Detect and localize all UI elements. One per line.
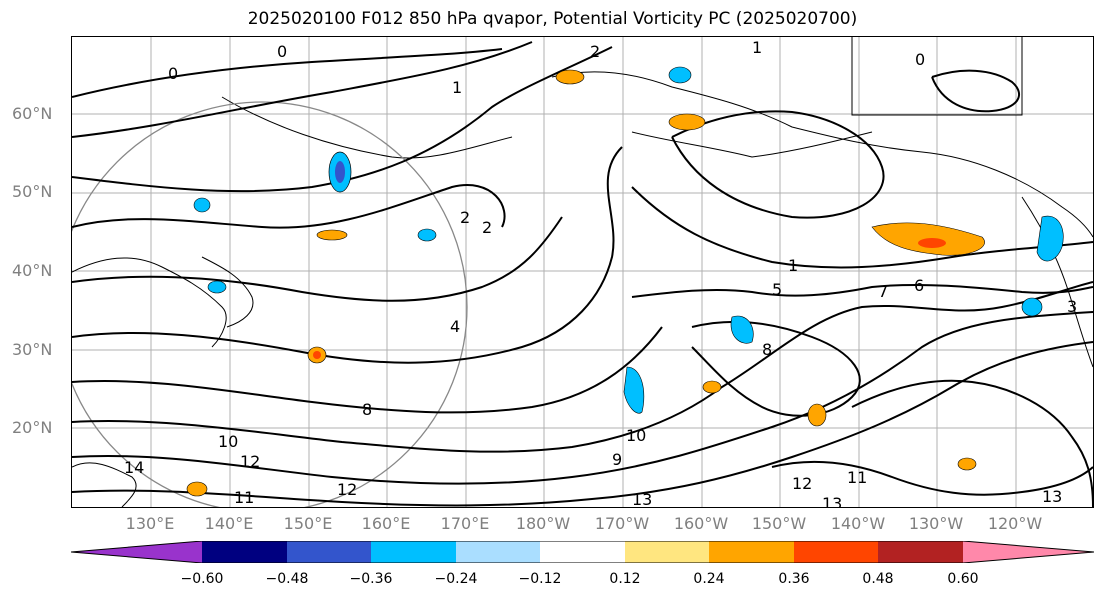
colorbar-segment bbox=[371, 541, 456, 563]
lon-label-120w: 120°W bbox=[987, 514, 1043, 533]
negative-anomaly bbox=[1021, 297, 1043, 317]
positive-anomaly-core bbox=[313, 351, 321, 359]
colorbar-tick: 0.24 bbox=[693, 571, 725, 587]
colorbar-segment bbox=[878, 541, 963, 563]
colorbar-tick: −0.60 bbox=[180, 571, 224, 587]
lon-label-130e: 130°E bbox=[125, 514, 175, 533]
contour-label: 7 bbox=[878, 282, 888, 301]
contour-label: 8 bbox=[362, 400, 372, 419]
map-panel: 0 0 1 2 1 0 2 2 1 5 7 6 4 8 8 10 12 11 1… bbox=[71, 36, 1094, 508]
contour-label: 0 bbox=[168, 64, 178, 83]
positive-anomaly bbox=[957, 457, 977, 471]
positive-anomaly bbox=[316, 229, 348, 241]
contour-label: 11 bbox=[847, 468, 867, 487]
contour-label: 2 bbox=[590, 42, 600, 61]
contour-label: 1 bbox=[788, 256, 798, 275]
contour-label: 13 bbox=[632, 490, 652, 507]
lat-label-60n: 60°N bbox=[12, 104, 53, 123]
pv-contours bbox=[72, 41, 1093, 507]
contour-label: 12 bbox=[240, 452, 260, 471]
lon-label-170e: 170°E bbox=[440, 514, 490, 533]
positive-anomaly bbox=[807, 403, 827, 427]
lon-label-140w: 140°W bbox=[830, 514, 886, 533]
colorbar-segment bbox=[456, 541, 540, 563]
lat-label-30n: 30°N bbox=[12, 340, 53, 359]
colorbar-tick: 0.36 bbox=[778, 571, 810, 587]
lon-label-180w: 180°W bbox=[515, 514, 571, 533]
negative-anomaly bbox=[1036, 215, 1064, 262]
colorbar-tick: 0.12 bbox=[609, 571, 641, 587]
positive-anomaly-core bbox=[918, 238, 946, 248]
negative-anomaly bbox=[668, 66, 692, 84]
negative-anomaly bbox=[207, 280, 227, 294]
colorbar-segment bbox=[540, 541, 625, 563]
contour-label: 3 bbox=[1067, 297, 1077, 316]
map-canvas: 0 0 1 2 1 0 2 2 1 5 7 6 4 8 8 10 12 11 1… bbox=[72, 37, 1093, 507]
colorbar bbox=[71, 541, 1094, 563]
colorbar-tick: −0.36 bbox=[349, 571, 393, 587]
lat-label-20n: 20°N bbox=[12, 418, 53, 437]
positive-anomaly bbox=[668, 113, 706, 131]
contour-label: 0 bbox=[277, 42, 287, 61]
lon-label-160e: 160°E bbox=[361, 514, 411, 533]
colorbar-extend-left bbox=[71, 541, 202, 563]
positive-anomaly bbox=[702, 380, 722, 394]
contour-label: 12 bbox=[792, 474, 812, 493]
contour-label: 5 bbox=[772, 280, 782, 299]
contour-label: 9 bbox=[612, 450, 622, 469]
colorbar-tick: −0.24 bbox=[434, 571, 478, 587]
positive-anomaly bbox=[555, 69, 585, 85]
negative-anomaly bbox=[417, 228, 437, 242]
contour-label: 1 bbox=[452, 78, 462, 97]
colorbar-tick: 0.60 bbox=[947, 571, 979, 587]
negative-anomaly-core bbox=[335, 161, 345, 183]
negative-anomaly bbox=[193, 197, 211, 213]
colorbar-segment bbox=[709, 541, 794, 563]
pv-anomaly-shading bbox=[186, 66, 1064, 497]
contour-label: 12 bbox=[337, 480, 357, 499]
contour-label: 11 bbox=[234, 488, 254, 507]
contour-label: 10 bbox=[626, 426, 646, 445]
contour-label: 0 bbox=[915, 50, 925, 69]
positive-anomaly bbox=[186, 481, 208, 497]
lon-label-150e: 150°E bbox=[283, 514, 333, 533]
lon-label-130w: 130°W bbox=[908, 514, 964, 533]
lon-label-160w: 160°W bbox=[673, 514, 729, 533]
range-circle bbox=[72, 101, 468, 507]
contour-label: 2 bbox=[482, 218, 492, 237]
contour-label: 2 bbox=[460, 208, 470, 227]
contour-label: 8 bbox=[762, 340, 772, 359]
lat-label-50n: 50°N bbox=[12, 182, 53, 201]
contour-label: 10 bbox=[218, 432, 238, 451]
contour-label: 13 bbox=[1042, 487, 1062, 506]
colorbar-segment bbox=[794, 541, 878, 563]
colorbar-segment bbox=[625, 541, 709, 563]
contour-label-group: 0 0 1 2 1 0 2 2 1 5 7 6 4 8 8 10 12 11 1… bbox=[124, 38, 1077, 507]
contour-label: 14 bbox=[124, 458, 144, 477]
lon-label-170w: 170°W bbox=[594, 514, 650, 533]
colorbar-tick: 0.48 bbox=[862, 571, 894, 587]
lon-label-140e: 140°E bbox=[204, 514, 254, 533]
negative-anomaly bbox=[623, 366, 645, 414]
contour-label: 6 bbox=[914, 276, 924, 295]
colorbar-segment bbox=[287, 541, 371, 563]
colorbar-tick: −0.48 bbox=[265, 571, 309, 587]
colorbar-tick: −0.12 bbox=[518, 571, 562, 587]
colorbar-segment bbox=[202, 541, 287, 563]
lat-label-40n: 40°N bbox=[12, 261, 53, 280]
contour-label: 1 bbox=[752, 38, 762, 57]
contour-label: 4 bbox=[450, 317, 460, 336]
map-title: 2025020100 F012 850 hPa qvapor, Potentia… bbox=[247, 9, 858, 29]
coastlines bbox=[72, 37, 1093, 507]
contour-label: 13 bbox=[822, 494, 842, 507]
colorbar-extend-right bbox=[963, 541, 1094, 563]
lon-label-150w: 150°W bbox=[751, 514, 807, 533]
negative-anomaly bbox=[730, 315, 754, 344]
